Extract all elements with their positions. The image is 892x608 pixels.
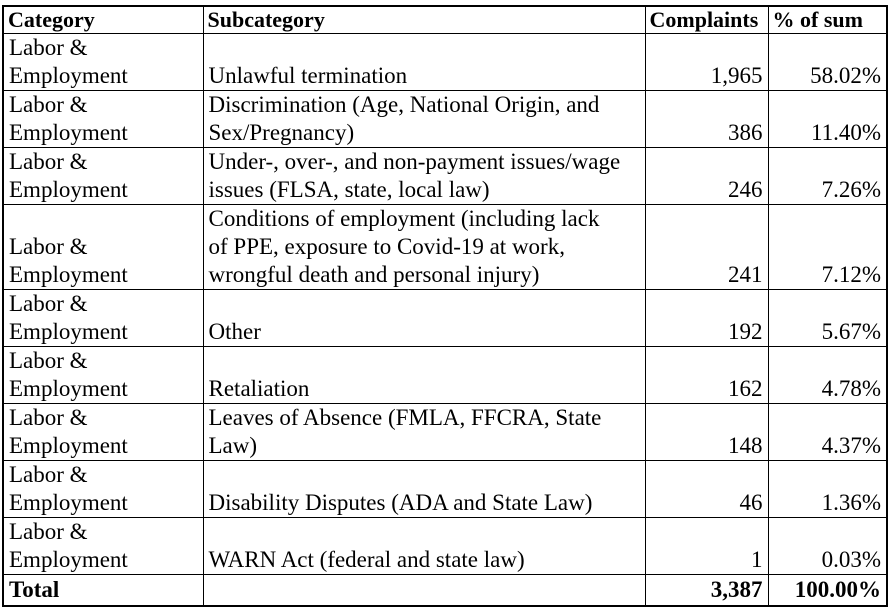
complaints-cell: 162 [644,346,769,404]
table-row: Labor & Employment Other 192 5.67% [2,289,888,347]
complaints-cell: 1 [644,517,769,575]
percent-cell: 7.26% [767,147,888,205]
category-cell: Labor & Employment [2,517,204,575]
subcategory-cell: Other [202,289,646,347]
complaints-table: Category Subcategory Complaints % of sum… [2,5,888,607]
category-cell: Labor & Employment [2,33,204,91]
table-row: Labor & Employment Under-, over-, and no… [2,147,888,205]
subcategory-cell: Retaliation [202,346,646,404]
table-row: Labor & Employment Leaves of Absence (FM… [2,403,888,461]
complaints-cell: 1,965 [644,33,769,91]
complaints-cell: 386 [644,90,769,148]
subcategory-cell: Leaves of Absence (FMLA, FFCRA, State La… [202,403,646,461]
header-category: Category [2,5,204,34]
total-label-cell: Total [2,574,204,607]
complaints-cell: 241 [644,204,769,290]
category-cell: Labor & Employment [2,90,204,148]
category-cell: Labor & Employment [2,289,204,347]
category-cell: Labor & Employment [2,147,204,205]
subcategory-cell: Unlawful termination [202,33,646,91]
percent-cell: 4.37% [767,403,888,461]
total-complaints-cell: 3,387 [644,574,769,607]
complaints-cell: 192 [644,289,769,347]
table-row: Labor & Employment Conditions of employm… [2,204,888,290]
table-row: Labor & Employment Discrimination (Age, … [2,90,888,148]
category-cell: Labor & Employment [2,460,204,518]
subcategory-cell: WARN Act (federal and state law) [202,517,646,575]
subcategory-cell: Under-, over-, and non-payment issues/wa… [202,147,646,205]
complaints-cell: 46 [644,460,769,518]
subcategory-cell: Conditions of employment (including lack… [202,204,646,290]
complaints-cell: 246 [644,147,769,205]
category-cell: Labor & Employment [2,204,204,290]
percent-cell: 11.40% [767,90,888,148]
table-row: Labor & Employment WARN Act (federal and… [2,517,888,575]
header-row: Category Subcategory Complaints % of sum [2,5,888,34]
subcategory-cell: Disability Disputes (ADA and State Law) [202,460,646,518]
table-row: Labor & Employment Unlawful termination … [2,33,888,91]
percent-cell: 58.02% [767,33,888,91]
category-cell: Labor & Employment [2,346,204,404]
percent-cell: 0.03% [767,517,888,575]
total-row: Total 3,387 100.00% [2,574,888,607]
percent-cell: 7.12% [767,204,888,290]
total-percent-cell: 100.00% [767,574,888,607]
table-row: Labor & Employment Retaliation 162 4.78% [2,346,888,404]
header-percent-of-sum: % of sum [767,5,888,34]
percent-cell: 5.67% [767,289,888,347]
percent-cell: 4.78% [767,346,888,404]
category-cell: Labor & Employment [2,403,204,461]
header-complaints: Complaints [644,5,769,34]
total-subcategory-cell [202,574,646,607]
percent-cell: 1.36% [767,460,888,518]
subcategory-cell: Discrimination (Age, National Origin, an… [202,90,646,148]
complaints-cell: 148 [644,403,769,461]
table-row: Labor & Employment Disability Disputes (… [2,460,888,518]
header-subcategory: Subcategory [202,5,646,34]
